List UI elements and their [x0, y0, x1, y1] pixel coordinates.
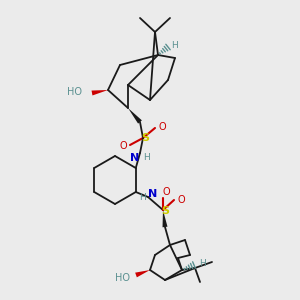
Text: O: O — [162, 187, 170, 197]
Text: H: H — [199, 259, 206, 268]
Text: N: N — [130, 153, 140, 163]
Text: S: S — [141, 133, 149, 143]
Polygon shape — [135, 270, 150, 278]
Text: O: O — [119, 141, 127, 151]
Text: O: O — [177, 195, 185, 205]
Polygon shape — [92, 90, 108, 95]
Text: S: S — [161, 206, 169, 216]
Text: N: N — [148, 189, 158, 199]
Text: O: O — [158, 122, 166, 132]
Text: HO: HO — [115, 273, 130, 283]
Text: H: H — [144, 154, 150, 163]
Polygon shape — [128, 108, 142, 124]
Text: HO: HO — [68, 87, 82, 97]
Text: H: H — [172, 40, 178, 50]
Polygon shape — [163, 210, 167, 227]
Text: H: H — [139, 193, 145, 202]
